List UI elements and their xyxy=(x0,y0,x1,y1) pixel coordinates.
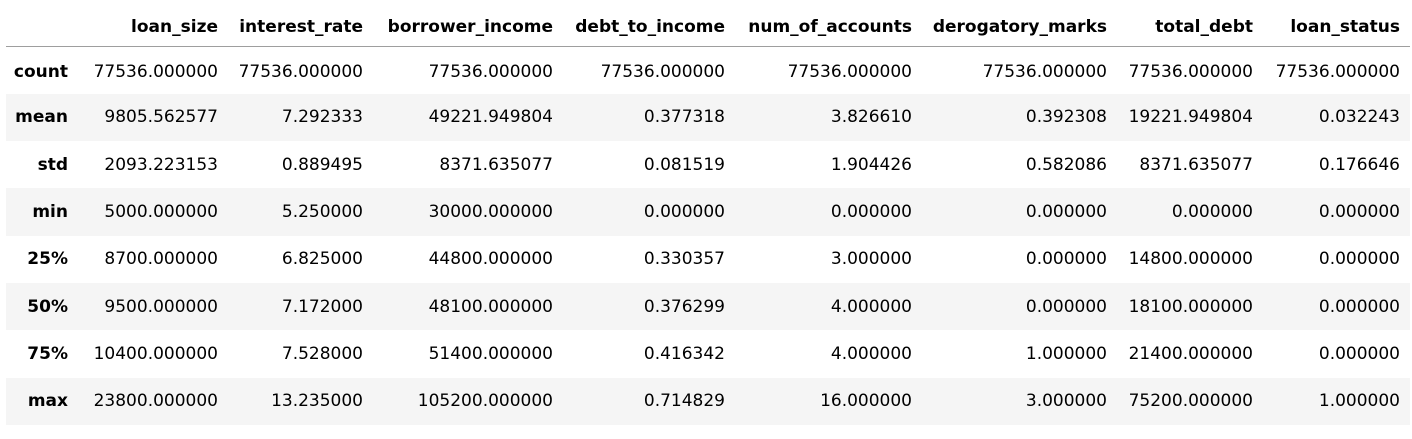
table-cell: 49221.949804 xyxy=(428,107,553,128)
table-cell: 9500.000000 xyxy=(104,296,218,317)
row-label: max xyxy=(27,391,68,412)
column-header-debt-to-income: debt_to_income xyxy=(563,8,735,47)
table-cell: 77536.000000 xyxy=(787,62,912,83)
column-header-interest-rate: interest_rate xyxy=(228,8,373,47)
table-row-min: min 5000.000000 5.250000 30000.000000 0.… xyxy=(6,188,1410,236)
table-cell: 0.000000 xyxy=(1025,249,1107,270)
table-cell: 16.000000 xyxy=(820,391,912,412)
table-cell: 0.000000 xyxy=(1318,343,1400,364)
table-cell: 0.000000 xyxy=(1025,202,1107,223)
table-cell: 8371.635077 xyxy=(439,154,553,175)
table-cell: 0.000000 xyxy=(643,202,725,223)
table-cell: 21400.000000 xyxy=(1128,343,1253,364)
describe-table: loan_size interest_rate borrower_income … xyxy=(6,8,1410,425)
table-cell: 105200.000000 xyxy=(417,391,553,412)
table-cell: 0.081519 xyxy=(643,154,725,175)
table-cell: 51400.000000 xyxy=(428,343,553,364)
table-cell: 48100.000000 xyxy=(428,296,553,317)
table-cell: 5000.000000 xyxy=(104,202,218,223)
table-cell: 3.000000 xyxy=(830,249,912,270)
table-cell: 19221.949804 xyxy=(1128,107,1253,128)
table-cell: 6.825000 xyxy=(281,249,363,270)
table-cell: 10400.000000 xyxy=(93,343,218,364)
table-cell: 0.176646 xyxy=(1318,154,1400,175)
table-cell: 77536.000000 xyxy=(428,62,553,83)
table-cell: 23800.000000 xyxy=(93,391,218,412)
table-cell: 77536.000000 xyxy=(93,62,218,83)
table-cell: 75200.000000 xyxy=(1128,391,1253,412)
table-cell: 77536.000000 xyxy=(1275,62,1400,83)
table-cell: 0.000000 xyxy=(1318,249,1400,270)
table-cell: 0.000000 xyxy=(1025,296,1107,317)
table-cell: 0.714829 xyxy=(643,391,725,412)
row-label: count xyxy=(13,62,68,83)
column-header-derogatory-marks: derogatory_marks xyxy=(922,8,1117,47)
table-cell: 0.582086 xyxy=(1025,154,1107,175)
row-label: mean xyxy=(15,107,68,128)
table-cell: 77536.000000 xyxy=(238,62,363,83)
table-cell: 7.528000 xyxy=(281,343,363,364)
table-cell: 0.330357 xyxy=(643,249,725,270)
table-cell: 4.000000 xyxy=(830,343,912,364)
table-cell: 3.826610 xyxy=(830,107,912,128)
table-cell: 0.032243 xyxy=(1318,107,1400,128)
column-header-borrower-income: borrower_income xyxy=(373,8,563,47)
table-row-50pct: 50% 9500.000000 7.172000 48100.000000 0.… xyxy=(6,282,1410,331)
table-cell: 1.904426 xyxy=(830,154,912,175)
row-label: 75% xyxy=(27,343,68,364)
table-cell: 0.000000 xyxy=(1171,202,1253,223)
row-label: min xyxy=(32,202,68,223)
table-cell: 0.376299 xyxy=(643,296,725,317)
row-label: std xyxy=(37,154,68,175)
table-cell: 14800.000000 xyxy=(1128,249,1253,270)
table-row-std: std 2093.223153 0.889495 8371.635077 0.0… xyxy=(6,141,1410,189)
table-cell: 9805.562577 xyxy=(104,107,218,128)
table-cell: 0.377318 xyxy=(643,107,725,128)
table-cell: 77536.000000 xyxy=(982,62,1107,83)
table-cell: 0.000000 xyxy=(1318,202,1400,223)
table-cell: 0.000000 xyxy=(1318,296,1400,317)
table-cell: 8371.635077 xyxy=(1139,154,1253,175)
column-header-loan-size: loan_size xyxy=(78,8,228,47)
column-header-total-debt: total_debt xyxy=(1117,8,1263,47)
table-cell: 0.416342 xyxy=(643,343,725,364)
table-cell: 44800.000000 xyxy=(428,249,553,270)
row-label: 50% xyxy=(27,296,68,317)
header-row: loan_size interest_rate borrower_income … xyxy=(6,8,1410,47)
table-cell: 30000.000000 xyxy=(428,202,553,223)
table-row-25pct: 25% 8700.000000 6.825000 44800.000000 0.… xyxy=(6,235,1410,283)
table-cell: 7.292333 xyxy=(281,107,363,128)
row-label: 25% xyxy=(27,249,68,270)
column-header-loan-status: loan_status xyxy=(1263,8,1410,47)
table-cell: 5.250000 xyxy=(281,202,363,223)
table-cell: 1.000000 xyxy=(1025,343,1107,364)
column-header-num-of-accounts: num_of_accounts xyxy=(735,8,922,47)
table-cell: 7.172000 xyxy=(281,296,363,317)
index-header xyxy=(6,8,78,47)
table-row-mean: mean 9805.562577 7.292333 49221.949804 0… xyxy=(6,93,1410,142)
table-cell: 1.000000 xyxy=(1318,391,1400,412)
table-cell: 4.000000 xyxy=(830,296,912,317)
table-cell: 77536.000000 xyxy=(600,62,725,83)
table-row-75pct: 75% 10400.000000 7.528000 51400.000000 0… xyxy=(6,330,1410,378)
table-row-count: count 77536.000000 77536.000000 77536.00… xyxy=(6,46,1410,94)
table-cell: 77536.000000 xyxy=(1128,62,1253,83)
table-cell: 0.000000 xyxy=(830,202,912,223)
table-cell: 13.235000 xyxy=(271,391,363,412)
table-cell: 0.889495 xyxy=(281,154,363,175)
table-cell: 2093.223153 xyxy=(104,154,218,175)
table-cell: 3.000000 xyxy=(1025,391,1107,412)
table-cell: 8700.000000 xyxy=(104,249,218,270)
table-cell: 18100.000000 xyxy=(1128,296,1253,317)
table-cell: 0.392308 xyxy=(1025,107,1107,128)
table-row-max: max 23800.000000 13.235000 105200.000000… xyxy=(6,377,1410,425)
